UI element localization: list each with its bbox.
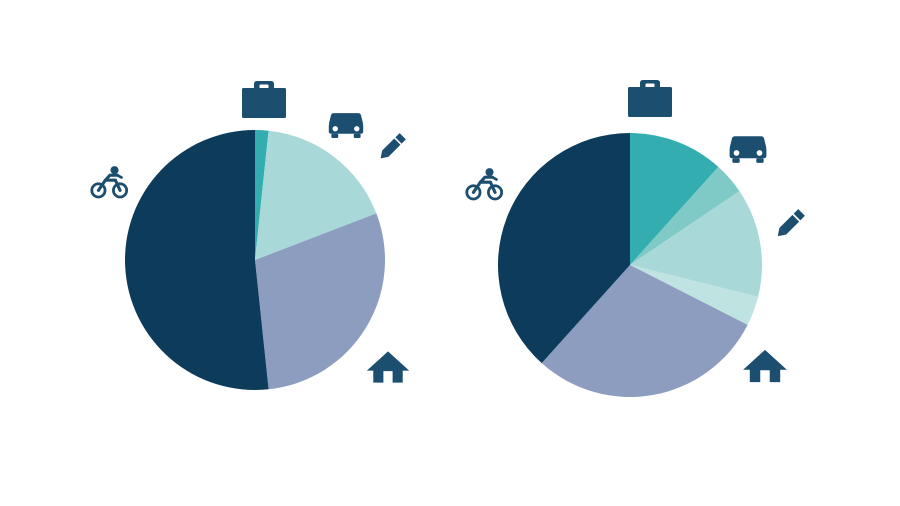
briefcase-icon: Work <box>242 81 286 118</box>
pie-slice[interactable]: Work: 1.7 <box>255 130 269 260</box>
house-icon: Home <box>743 349 787 383</box>
pencil-icon: Education <box>380 133 406 159</box>
pie-slice[interactable]: Cycling: 38.3 <box>497 133 630 364</box>
car-icon: Car <box>328 113 364 139</box>
pie-slice[interactable]: Cycling: 51.6 <box>124 130 269 390</box>
briefcase-icon: Work <box>628 80 672 117</box>
pie-chart-right: Work: 11.7Car: 3.9Education: 13.3Other: … <box>497 133 763 398</box>
pie-slice[interactable]: Car: 3.9 <box>630 166 740 265</box>
icon-layer: Work Car Education Home Cycling <box>90 80 805 383</box>
pie-slice[interactable]: Education: 13.3 <box>630 191 763 297</box>
house-icon: Home <box>366 351 410 383</box>
pie-slice[interactable]: Home: 29.2 <box>255 213 385 390</box>
pie-slice[interactable]: Home: 29.2 <box>541 265 748 398</box>
pencil-icon: Education <box>777 209 805 237</box>
bicycle-icon: Cycling <box>90 166 129 199</box>
car-icon: Car <box>729 136 767 163</box>
pie-chart-left: Work: 1.7Car: 17.5Home: 29.2Cycling: 51.… <box>124 130 385 390</box>
pie-slice[interactable]: Car: 17.5 <box>255 130 377 260</box>
pie-slice[interactable]: Other: 3.6 <box>630 265 759 325</box>
pie-slice[interactable]: Work: 11.7 <box>630 133 719 265</box>
bicycle-icon: Cycling <box>465 168 504 201</box>
